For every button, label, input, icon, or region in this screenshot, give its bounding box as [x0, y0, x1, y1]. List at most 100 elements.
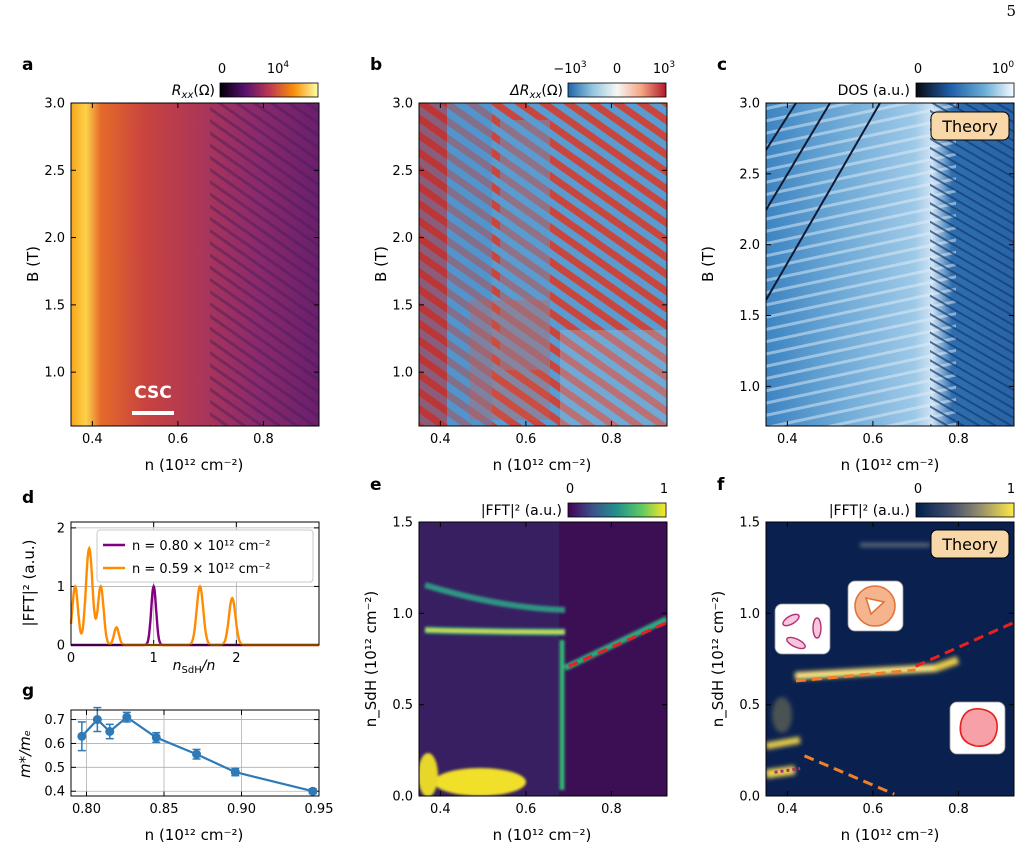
fermi-inset-single: [949, 701, 1006, 755]
heatmap-c-gap-line-3: [766, 103, 797, 151]
tick-label-y-c: 2.0: [739, 238, 760, 253]
colorbar-c-tick-1: 100: [992, 60, 1015, 77]
tick-label-y-f: 1.0: [739, 607, 760, 622]
heatmap-e-blob: [434, 768, 526, 796]
axes-b: 0.4 0.6 0.8 1.0 1.5 2.0 2.5 3.0: [392, 97, 667, 447]
tick-label-x-d: 2: [232, 651, 240, 666]
pocket-3: [786, 636, 806, 650]
tick-label-x-b: 0.4: [430, 432, 451, 447]
tick-label-x-d: 1: [150, 651, 158, 666]
panel-letter-f: f: [717, 475, 725, 495]
tick-label-y-g: 0.5: [44, 761, 65, 776]
heatmap-e-image: [419, 522, 667, 796]
data-point-g: [230, 767, 240, 777]
tick-label-y-a: 3.0: [44, 97, 65, 112]
panel-letter-b: b: [370, 55, 382, 75]
panel-g: g 0.80 0.85 0.90 0.95 0.4 0.5 0.6 0.7 n (10¹² c…: [16, 681, 333, 844]
tick-label-y-c: 2.5: [739, 167, 760, 182]
tick-label-y-f: 1.5: [739, 516, 760, 531]
panel-letter-e: e: [370, 475, 382, 495]
heatmap-c-gap-line-1: [766, 103, 881, 301]
colorbar-a-tick-1: 104: [267, 60, 290, 77]
tick-label-y-f: 0.5: [739, 698, 760, 713]
tick-label-x-g: 0.80: [72, 802, 101, 817]
tick-label-y-a: 1.0: [44, 366, 65, 381]
tick-label-y-b: 2.5: [392, 164, 413, 179]
heatmap-e-blob-left: [419, 753, 438, 796]
tick-label-y-e: 0.5: [392, 698, 413, 713]
heatmap-e-band-diag: [563, 616, 667, 671]
tick-label-y-b: 1.0: [392, 366, 413, 381]
ring-inner: [864, 596, 886, 616]
colorbar-e: [567, 502, 667, 518]
legend-d-box: [96, 529, 314, 583]
plot-frame-a: [70, 102, 320, 427]
data-point-g: [151, 732, 161, 742]
theory-badge-c-label: Theory: [941, 117, 998, 136]
colorbar-b-tick-0: −103: [553, 60, 586, 77]
heatmap-f-image: [766, 522, 1014, 796]
colorbar-f-tick-1: 1: [1007, 482, 1015, 497]
series-g: [77, 706, 318, 796]
tick-label-y-a: 2.5: [44, 164, 65, 179]
heatmap-a-oscillations: [210, 103, 319, 426]
fermi-inset-ring: [847, 580, 904, 632]
legend-d-label-0: n = 0.80 × 10¹² cm⁻²: [132, 539, 270, 554]
xlabel-e: n (10¹² cm⁻²): [493, 826, 592, 844]
dashed-line-f-3: [774, 767, 801, 774]
colorbar-b-tick-2: 103: [653, 60, 675, 77]
tick-label-x-e: 0.8: [601, 802, 622, 817]
tick-label-x-c: 0.6: [863, 432, 884, 447]
panel-c: c Theory DOS (a.u.) 0 100 0.4 0.6 0.8 1.0 1.…: [699, 55, 1015, 474]
heatmap-e-band-upper-core: [424, 628, 566, 634]
heatmap-b-band-2: [447, 103, 492, 426]
panel-f: f Theory: [709, 475, 1015, 844]
heatmap-c-fan: [930, 103, 1014, 426]
tick-label-x-d: 0: [67, 651, 75, 666]
tick-label-y-e: 1.0: [392, 607, 413, 622]
axes-f: 0.4 0.6 0.8 0.0 0.5 1.0 1.5: [739, 516, 1014, 817]
colorbar-c-label: DOS (a.u.): [838, 83, 910, 99]
xlabel-c: n (10¹² cm⁻²): [841, 456, 940, 474]
theory-badge-f: [930, 529, 1010, 559]
tick-label-y-g: 0.4: [44, 785, 65, 800]
tick-label-y-c: 3.0: [739, 97, 760, 112]
tick-label-y-d: 2: [57, 521, 65, 536]
tick-label-x-b: 0.6: [516, 432, 537, 447]
xlabel-d: nSdH/n: [173, 658, 216, 676]
colorbar-e-tick-0: 0: [566, 482, 574, 497]
theory-badge-f-label: Theory: [941, 535, 998, 554]
tick-label-x-g: 0.90: [227, 802, 256, 817]
tick-label-x-a: 0.6: [168, 432, 189, 447]
plot-frame-f: [765, 521, 1015, 797]
tick-label-y-f: 0.0: [739, 790, 760, 805]
colorbar-f: [915, 502, 1015, 518]
heatmap-b-band-1: [419, 103, 447, 426]
heatmap-c-gap-line-2: [766, 103, 831, 211]
tick-label-x-a: 0.4: [82, 432, 103, 447]
tick-label-y-c: 1.0: [739, 380, 760, 395]
tick-label-x-c: 0.8: [948, 432, 969, 447]
data-point-g: [77, 731, 87, 741]
panel-letter-d: d: [22, 488, 34, 508]
tick-label-x-g: 0.85: [150, 802, 179, 817]
data-point-g: [92, 715, 102, 725]
colorbar-f-tick-0: 0: [914, 482, 922, 497]
colorbar-b: [567, 82, 667, 98]
pocket-1: [782, 613, 800, 627]
theory-badge-c: [930, 111, 1010, 141]
lines-e: [568, 621, 668, 668]
xlabel-f: n (10¹² cm⁻²): [841, 826, 940, 844]
ylabel-b: B (T): [372, 246, 390, 282]
tick-label-x-f: 0.4: [777, 802, 798, 817]
tick-label-x-f: 0.6: [863, 802, 884, 817]
tick-label-y-e: 1.5: [392, 516, 413, 531]
colorbar-e-label: |FFT|² (a.u.): [481, 503, 562, 519]
plot-frame-d: [70, 521, 320, 646]
dashed-line-f-0: [915, 621, 1015, 668]
tick-label-x-f: 0.8: [948, 802, 969, 817]
plot-frame-b: [418, 102, 668, 427]
tick-label-x-e: 0.4: [430, 802, 451, 817]
heatmap-f-haze: [772, 697, 792, 733]
dashed-line-f-1: [795, 668, 916, 683]
